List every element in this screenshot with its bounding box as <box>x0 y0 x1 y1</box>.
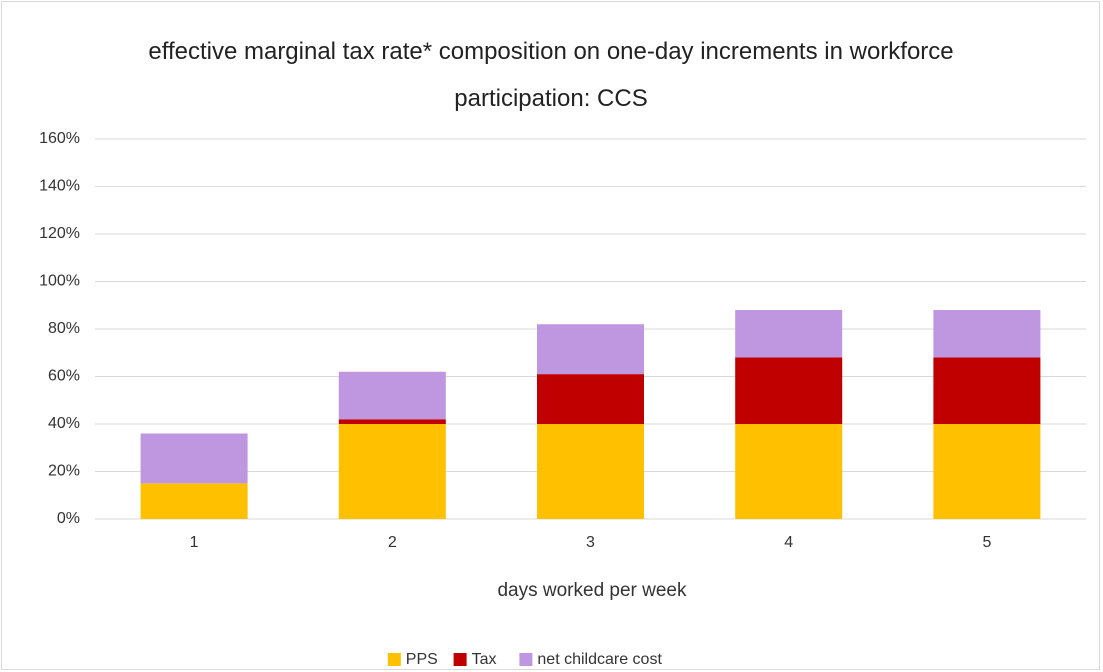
bar-segment <box>735 310 843 358</box>
bar-segment <box>537 374 644 424</box>
x-tick-label: 5 <box>982 534 991 551</box>
y-tick-label: 60% <box>48 368 80 385</box>
y-tick-label: 100% <box>39 273 80 290</box>
x-tick-label: 1 <box>190 534 199 551</box>
legend-swatch <box>387 653 401 666</box>
bar-segment <box>338 424 446 519</box>
bar-segment <box>735 424 843 519</box>
legend-swatch <box>519 653 533 666</box>
legend-label: net childcare cost <box>537 651 662 668</box>
x-tick-label: 2 <box>388 534 397 551</box>
y-tick-label: 80% <box>48 320 80 337</box>
bar-segment <box>933 310 1041 358</box>
legend-swatch <box>453 653 467 666</box>
y-tick-label: 20% <box>48 463 80 480</box>
x-tick-label: 4 <box>784 534 793 551</box>
bar-segment <box>735 357 843 424</box>
bar-segment <box>140 433 248 484</box>
y-tick-label: 0% <box>57 510 80 527</box>
y-tick-label: 140% <box>39 178 80 195</box>
chart-title: effective marginal tax rate* composition… <box>148 38 954 112</box>
y-tick-label: 40% <box>48 415 80 432</box>
bar-segment <box>537 324 644 375</box>
bar-segment <box>338 371 446 420</box>
x-axis-label: days worked per week <box>497 580 687 601</box>
bar-segment <box>338 419 446 424</box>
bar-segment <box>933 357 1041 424</box>
x-tick-label: 3 <box>586 534 595 551</box>
legend-label: PPS <box>406 651 438 668</box>
bar-segment <box>537 424 644 519</box>
legend-label: Tax <box>472 651 497 668</box>
bar-segment <box>933 424 1041 519</box>
y-tick-label: 120% <box>39 225 80 242</box>
y-tick-label: 160% <box>39 130 80 147</box>
bar-segment <box>140 483 248 519</box>
